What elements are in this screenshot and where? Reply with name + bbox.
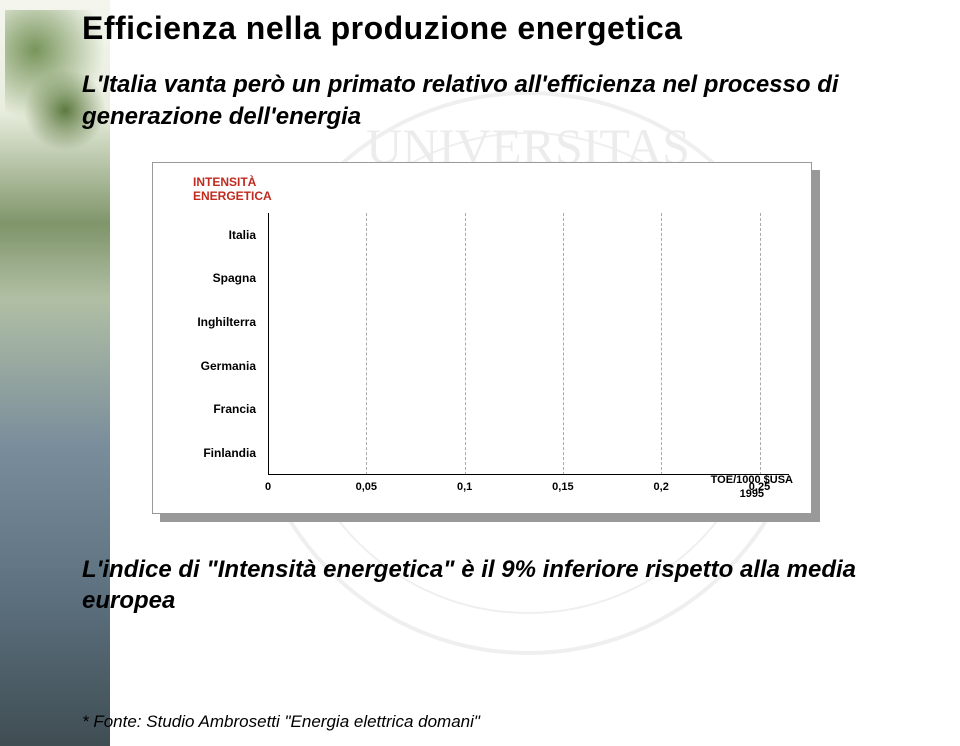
x-axis-line xyxy=(268,474,789,475)
x-tick-label: 0,25 xyxy=(749,475,770,493)
subtitle: L'Italia vanta però un primato relativo … xyxy=(82,69,940,134)
chart-container: INTENSITÀ ENERGETICA TOE/1000 $USA 1995 … xyxy=(152,162,812,514)
bar-label: Italia xyxy=(229,228,268,242)
plot-area: ItaliaSpagnaInghilterraGermaniaFranciaFi… xyxy=(268,213,789,475)
x-tick-label: 0,1 xyxy=(457,475,472,493)
page-title: Efficienza nella produzione energetica xyxy=(82,10,940,47)
chart-header-line2: ENERGETICA xyxy=(193,189,272,203)
chart-header-line1: INTENSITÀ xyxy=(193,175,256,189)
bars-group: ItaliaSpagnaInghilterraGermaniaFranciaFi… xyxy=(268,213,789,475)
y-axis-line xyxy=(268,213,269,475)
x-tick-label: 0,15 xyxy=(552,475,573,493)
chart-box: INTENSITÀ ENERGETICA TOE/1000 $USA 1995 … xyxy=(152,162,812,514)
bar-label: Francia xyxy=(213,402,268,416)
x-tick-label: 0,05 xyxy=(356,475,377,493)
bar-label: Finlandia xyxy=(203,446,268,460)
bar-label: Spagna xyxy=(213,271,268,285)
chart-header: INTENSITÀ ENERGETICA xyxy=(193,175,272,204)
bar-label: Germania xyxy=(201,359,268,373)
footnote: * Fonte: Studio Ambrosetti "Energia elet… xyxy=(82,712,480,732)
x-tick-label: 0 xyxy=(265,475,271,493)
bar-label: Inghilterra xyxy=(197,315,268,329)
x-tick-label: 0,2 xyxy=(654,475,669,493)
slide-content: Efficienza nella produzione energetica L… xyxy=(82,10,940,726)
caption: L'indice di "Intensità energetica" è il … xyxy=(82,554,940,616)
